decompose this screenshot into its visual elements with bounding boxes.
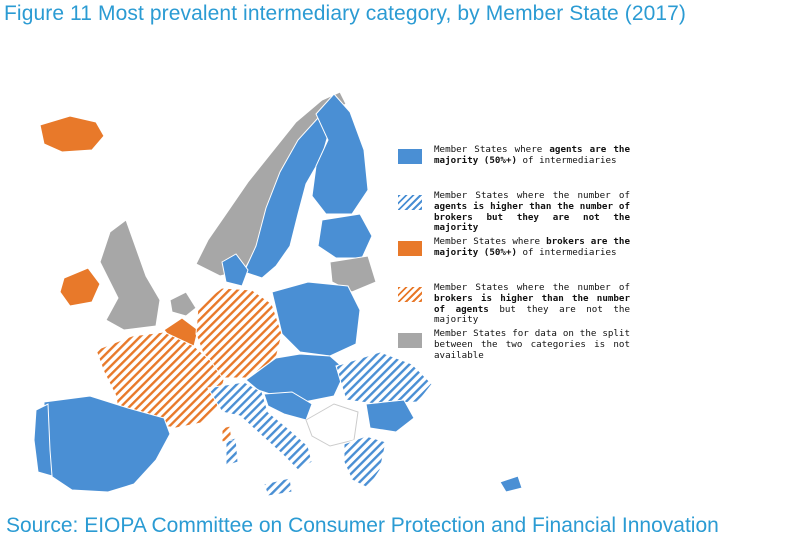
legend-item-brokers-higher: Member States where the number of broker… <box>398 282 634 329</box>
finland <box>311 93 369 215</box>
legend-label: Member States where agents are the major… <box>434 144 630 166</box>
united-kingdom <box>99 219 161 331</box>
corsica <box>221 425 233 443</box>
legend-label: Member States for data on the split betw… <box>434 328 630 361</box>
sardinia <box>225 437 239 467</box>
baltic-states <box>317 213 373 259</box>
iceland <box>39 115 105 153</box>
legend-label: Member States where brokers are the majo… <box>434 236 630 258</box>
source-note: Source: EIOPA Committee on Consumer Prot… <box>6 514 719 537</box>
bulgaria <box>365 399 415 433</box>
france <box>95 331 225 429</box>
netherlands <box>169 291 197 317</box>
poland <box>271 281 361 357</box>
romania <box>335 351 433 405</box>
legend-swatch <box>398 149 422 164</box>
italy <box>207 381 313 471</box>
cyprus <box>499 475 523 493</box>
sicily <box>263 477 293 497</box>
sweden <box>243 117 331 279</box>
ireland <box>59 267 101 307</box>
legend-swatch <box>398 195 422 210</box>
legend-label: Member States where the number of agents… <box>434 190 630 234</box>
legend-item-agents-higher: Member States where the number of agents… <box>398 190 634 237</box>
legend-item-brokers-majority: Member States where brokers are the majo… <box>398 236 634 283</box>
legend-item-not-available: Member States for data on the split betw… <box>398 328 634 375</box>
portugal <box>33 403 53 477</box>
balkans <box>305 403 359 447</box>
denmark <box>221 253 249 287</box>
belarus <box>329 255 377 293</box>
legend-swatch <box>398 287 422 302</box>
legend-swatch <box>398 333 422 348</box>
greece <box>343 435 387 489</box>
legend-label: Member States where the number of broker… <box>434 282 630 326</box>
legend-item-agents-majority: Member States where agents are the major… <box>398 144 634 191</box>
central-europe <box>245 353 347 403</box>
figure-title: Figure 11 Most prevalent intermediary ca… <box>4 2 687 25</box>
legend-swatch <box>398 241 422 256</box>
legend: Member States where agents are the major… <box>398 144 634 375</box>
